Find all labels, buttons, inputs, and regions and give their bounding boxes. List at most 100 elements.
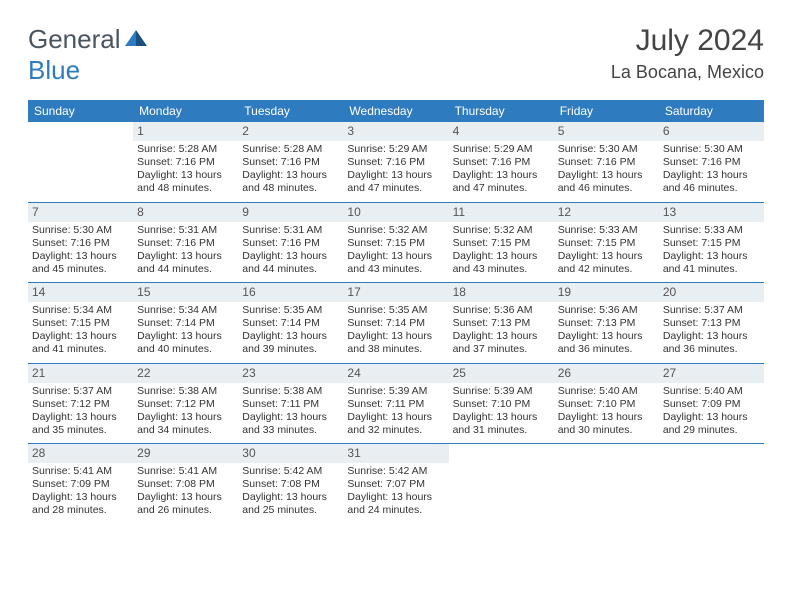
cell-text: Daylight: 13 hours [663,169,760,182]
cell-text: Sunrise: 5:31 AM [242,224,339,237]
cell-text: Sunset: 7:16 PM [663,156,760,169]
cell-text: Daylight: 13 hours [558,411,655,424]
cell-text: Sunset: 7:16 PM [242,156,339,169]
calendar-cell: 1Sunrise: 5:28 AMSunset: 7:16 PMDaylight… [133,122,238,202]
cell-text: Daylight: 13 hours [453,250,550,263]
cell-text: and 43 minutes. [347,263,444,276]
day-number: 16 [238,283,343,302]
cell-text: and 42 minutes. [558,263,655,276]
cell-text: Daylight: 13 hours [453,411,550,424]
calendar-cell [659,444,764,524]
cell-text: Sunset: 7:16 PM [137,156,234,169]
cell-text: Sunset: 7:11 PM [242,398,339,411]
day-number: 1 [133,122,238,141]
day-number: 13 [659,203,764,222]
day-number: 8 [133,203,238,222]
cell-text: and 40 minutes. [137,343,234,356]
cell-text: Sunrise: 5:39 AM [347,385,444,398]
day-number: 31 [343,444,448,463]
page-title: July 2024 [611,24,764,58]
cell-text: Sunrise: 5:35 AM [347,304,444,317]
cell-text: Daylight: 13 hours [137,411,234,424]
brand-logo: GeneralBlue [28,24,147,86]
calendar-cell: 12 Sunrise: 5:33 AMSunset: 7:15 PMDayligh… [554,202,659,283]
cell-text: Sunrise: 5:28 AM [137,143,234,156]
page-header: GeneralBlue July 2024 La Bocana, Mexico [28,24,764,86]
cell-text: Daylight: 13 hours [242,169,339,182]
calendar-cell [449,444,554,524]
cell-text: Sunrise: 5:37 AM [32,385,129,398]
cell-text: Sunrise: 5:33 AM [558,224,655,237]
calendar-table: SundayMondayTuesdayWednesdayThursdayFrid… [28,100,764,524]
calendar-cell: 5Sunrise: 5:30 AMSunset: 7:16 PMDaylight… [554,122,659,202]
cell-text: Daylight: 13 hours [347,169,444,182]
cell-text: Sunset: 7:16 PM [453,156,550,169]
cell-text: Sunrise: 5:29 AM [347,143,444,156]
cell-text: Daylight: 13 hours [347,330,444,343]
day-number: 24 [343,364,448,383]
cell-text: Sunset: 7:07 PM [347,478,444,491]
cell-text: Sunset: 7:16 PM [32,237,129,250]
calendar-cell: 4Sunrise: 5:29 AMSunset: 7:16 PMDaylight… [449,122,554,202]
day-number: 12 [554,203,659,222]
cell-text: Daylight: 13 hours [347,491,444,504]
cell-text: Sunrise: 5:41 AM [137,465,234,478]
cell-text: Sunrise: 5:33 AM [663,224,760,237]
cell-text: and 44 minutes. [137,263,234,276]
cell-text: and 47 minutes. [453,182,550,195]
cell-text: Daylight: 13 hours [32,330,129,343]
cell-text: and 39 minutes. [242,343,339,356]
cell-text: Sunset: 7:13 PM [558,317,655,330]
calendar-cell: 18Sunrise: 5:36 AMSunset: 7:13 PMDayligh… [449,283,554,364]
day-number: 25 [449,364,554,383]
day-number: 21 [28,364,133,383]
cell-text: Sunrise: 5:35 AM [242,304,339,317]
calendar-cell: 26Sunrise: 5:40 AMSunset: 7:10 PMDayligh… [554,363,659,444]
cell-text: and 28 minutes. [32,504,129,517]
brand-part2: Blue [28,55,80,85]
day-number: 10 [343,203,448,222]
calendar-cell: 22Sunrise: 5:38 AMSunset: 7:12 PMDayligh… [133,363,238,444]
cell-text: Sunrise: 5:31 AM [137,224,234,237]
cell-text: Sunset: 7:15 PM [558,237,655,250]
calendar-cell: 19Sunrise: 5:36 AMSunset: 7:13 PMDayligh… [554,283,659,364]
cell-text: and 43 minutes. [453,263,550,276]
cell-text: Sunrise: 5:32 AM [453,224,550,237]
cell-text: Sunrise: 5:42 AM [347,465,444,478]
day-number: 29 [133,444,238,463]
calendar-cell: 27Sunrise: 5:40 AMSunset: 7:09 PMDayligh… [659,363,764,444]
cell-text: Daylight: 13 hours [347,250,444,263]
day-number: 22 [133,364,238,383]
calendar-cell: 7Sunrise: 5:30 AMSunset: 7:16 PMDaylight… [28,202,133,283]
cell-text: Sunset: 7:14 PM [137,317,234,330]
cell-text: Sunrise: 5:34 AM [137,304,234,317]
calendar-body: 1Sunrise: 5:28 AMSunset: 7:16 PMDaylight… [28,122,764,524]
weekday-header: Wednesday [343,100,448,122]
cell-text: Sunset: 7:09 PM [32,478,129,491]
cell-text: and 32 minutes. [347,424,444,437]
cell-text: Sunset: 7:14 PM [347,317,444,330]
cell-text: Daylight: 13 hours [663,250,760,263]
cell-text: Sunrise: 5:30 AM [663,143,760,156]
cell-text: Daylight: 13 hours [137,250,234,263]
calendar-cell: 11Sunrise: 5:32 AMSunset: 7:15 PMDayligh… [449,202,554,283]
cell-text: and 37 minutes. [453,343,550,356]
calendar-cell: 31 Sunrise: 5:42 AMSunset: 7:07 PMDayligh… [343,444,448,524]
cell-text: Daylight: 13 hours [558,250,655,263]
cell-text: Daylight: 13 hours [32,250,129,263]
cell-text: Sunset: 7:09 PM [663,398,760,411]
cell-text: Sunrise: 5:30 AM [558,143,655,156]
calendar-cell: 30Sunrise: 5:42 AMSunset: 7:08 PMDayligh… [238,444,343,524]
cell-text: and 46 minutes. [663,182,760,195]
header-right: July 2024 La Bocana, Mexico [611,24,764,83]
brand-mark-icon [125,22,147,53]
calendar-cell: 24Sunrise: 5:39 AMSunset: 7:11 PMDayligh… [343,363,448,444]
cell-text: Sunrise: 5:42 AM [242,465,339,478]
cell-text: and 38 minutes. [347,343,444,356]
cell-text: Sunset: 7:15 PM [663,237,760,250]
calendar-cell: 9Sunrise: 5:31 AMSunset: 7:16 PMDaylight… [238,202,343,283]
cell-text: Sunset: 7:15 PM [453,237,550,250]
day-number: 27 [659,364,764,383]
cell-text: Sunrise: 5:37 AM [663,304,760,317]
day-number: 18 [449,283,554,302]
